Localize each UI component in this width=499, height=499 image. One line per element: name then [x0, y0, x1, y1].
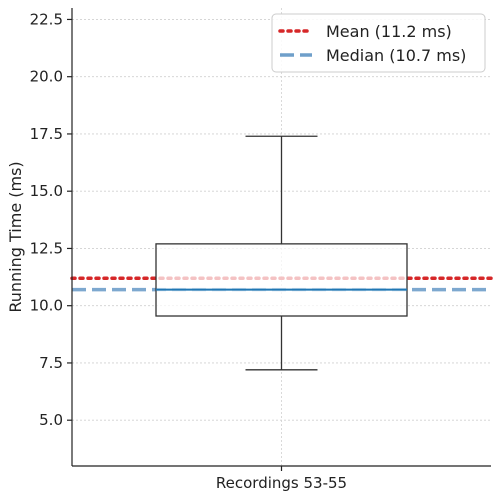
y-tick-label: 20.0 [30, 68, 63, 86]
y-tick-label: 12.5 [30, 239, 63, 257]
iqr-box [155, 243, 408, 317]
x-tick-labels: Recordings 53-55 [216, 466, 347, 492]
legend: Mean (11.2 ms) Median (10.7 ms) [271, 13, 486, 73]
x-tick-label: Recordings 53-55 [216, 474, 347, 492]
y-tick-label: 7.5 [39, 354, 63, 372]
y-tick-label: 15.0 [30, 182, 63, 200]
legend-frame [271, 13, 486, 73]
legend-median-label: Median (10.7 ms) [326, 46, 466, 65]
y-tick-label: 5.0 [39, 411, 63, 429]
y-tick-label: 22.5 [30, 10, 63, 28]
y-axis-label: Running Time (ms) [6, 161, 25, 312]
box-plot [155, 135, 408, 371]
y-tick-label: 10.0 [30, 297, 63, 315]
y-tick-labels: 5.0 7.5 10.0 12.5 15.0 17.5 20.0 22.5 [30, 10, 72, 429]
legend-mean-label: Mean (11.2 ms) [326, 22, 452, 41]
y-tick-label: 17.5 [30, 125, 63, 143]
